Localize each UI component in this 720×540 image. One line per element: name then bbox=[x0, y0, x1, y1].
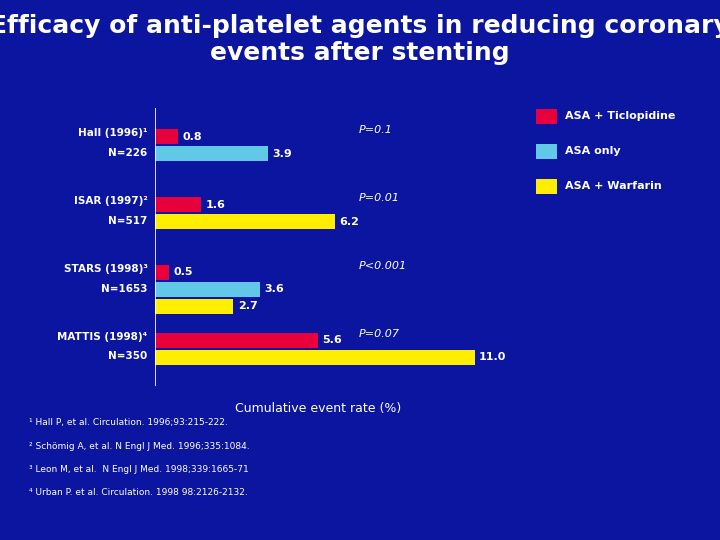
Bar bbox=[155, 333, 318, 348]
Bar bbox=[155, 214, 335, 229]
Text: STARS (1998)³: STARS (1998)³ bbox=[63, 264, 148, 274]
Text: 1.6: 1.6 bbox=[206, 200, 225, 210]
Text: ⁴ Urban P. et al. Circulation. 1998 98:2126-2132.: ⁴ Urban P. et al. Circulation. 1998 98:2… bbox=[29, 488, 248, 497]
Bar bbox=[155, 197, 202, 212]
Text: ISAR (1997)²: ISAR (1997)² bbox=[73, 196, 148, 206]
Text: Cumulative event rate (%): Cumulative event rate (%) bbox=[235, 402, 402, 415]
Text: 11.0: 11.0 bbox=[479, 352, 506, 362]
Text: N=1653: N=1653 bbox=[101, 284, 148, 294]
Bar bbox=[155, 350, 474, 364]
Text: 0.8: 0.8 bbox=[182, 132, 202, 142]
Text: 6.2: 6.2 bbox=[340, 217, 359, 227]
Text: P<0.001: P<0.001 bbox=[359, 261, 407, 271]
Bar bbox=[155, 282, 259, 297]
Text: P=0.01: P=0.01 bbox=[359, 193, 400, 203]
Text: ASA + Ticlopidine: ASA + Ticlopidine bbox=[565, 111, 675, 121]
Bar bbox=[155, 146, 269, 161]
Bar bbox=[155, 130, 178, 144]
Text: MATTIS (1998)⁴: MATTIS (1998)⁴ bbox=[58, 332, 148, 342]
Text: N=350: N=350 bbox=[108, 352, 148, 361]
Text: ¹ Hall P, et al. Circulation. 1996;93:215-222.: ¹ Hall P, et al. Circulation. 1996;93:21… bbox=[29, 418, 228, 428]
Text: Hall (1996)¹: Hall (1996)¹ bbox=[78, 129, 148, 138]
Text: 3.9: 3.9 bbox=[273, 149, 292, 159]
Text: 3.6: 3.6 bbox=[264, 285, 284, 294]
Text: ASA + Warfarin: ASA + Warfarin bbox=[565, 181, 662, 191]
Text: N=226: N=226 bbox=[108, 148, 148, 158]
Text: Efficacy of anti-platelet agents in reducing coronary
events after stenting: Efficacy of anti-platelet agents in redu… bbox=[0, 14, 720, 65]
Text: N=517: N=517 bbox=[108, 215, 148, 226]
Bar bbox=[155, 265, 169, 280]
Text: P=0.1: P=0.1 bbox=[359, 125, 392, 136]
Bar bbox=[155, 299, 233, 314]
Text: 5.6: 5.6 bbox=[322, 335, 342, 345]
Text: P=0.07: P=0.07 bbox=[359, 329, 400, 339]
Text: ³ Leon M, et al.  N Engl J Med. 1998;339:1665-71: ³ Leon M, et al. N Engl J Med. 1998;339:… bbox=[29, 465, 248, 474]
Text: 0.5: 0.5 bbox=[174, 267, 193, 278]
Text: ASA only: ASA only bbox=[565, 146, 621, 156]
Text: ² Schömig A, et al. N Engl J Med. 1996;335:1084.: ² Schömig A, et al. N Engl J Med. 1996;3… bbox=[29, 442, 249, 451]
Text: 2.7: 2.7 bbox=[238, 301, 258, 312]
